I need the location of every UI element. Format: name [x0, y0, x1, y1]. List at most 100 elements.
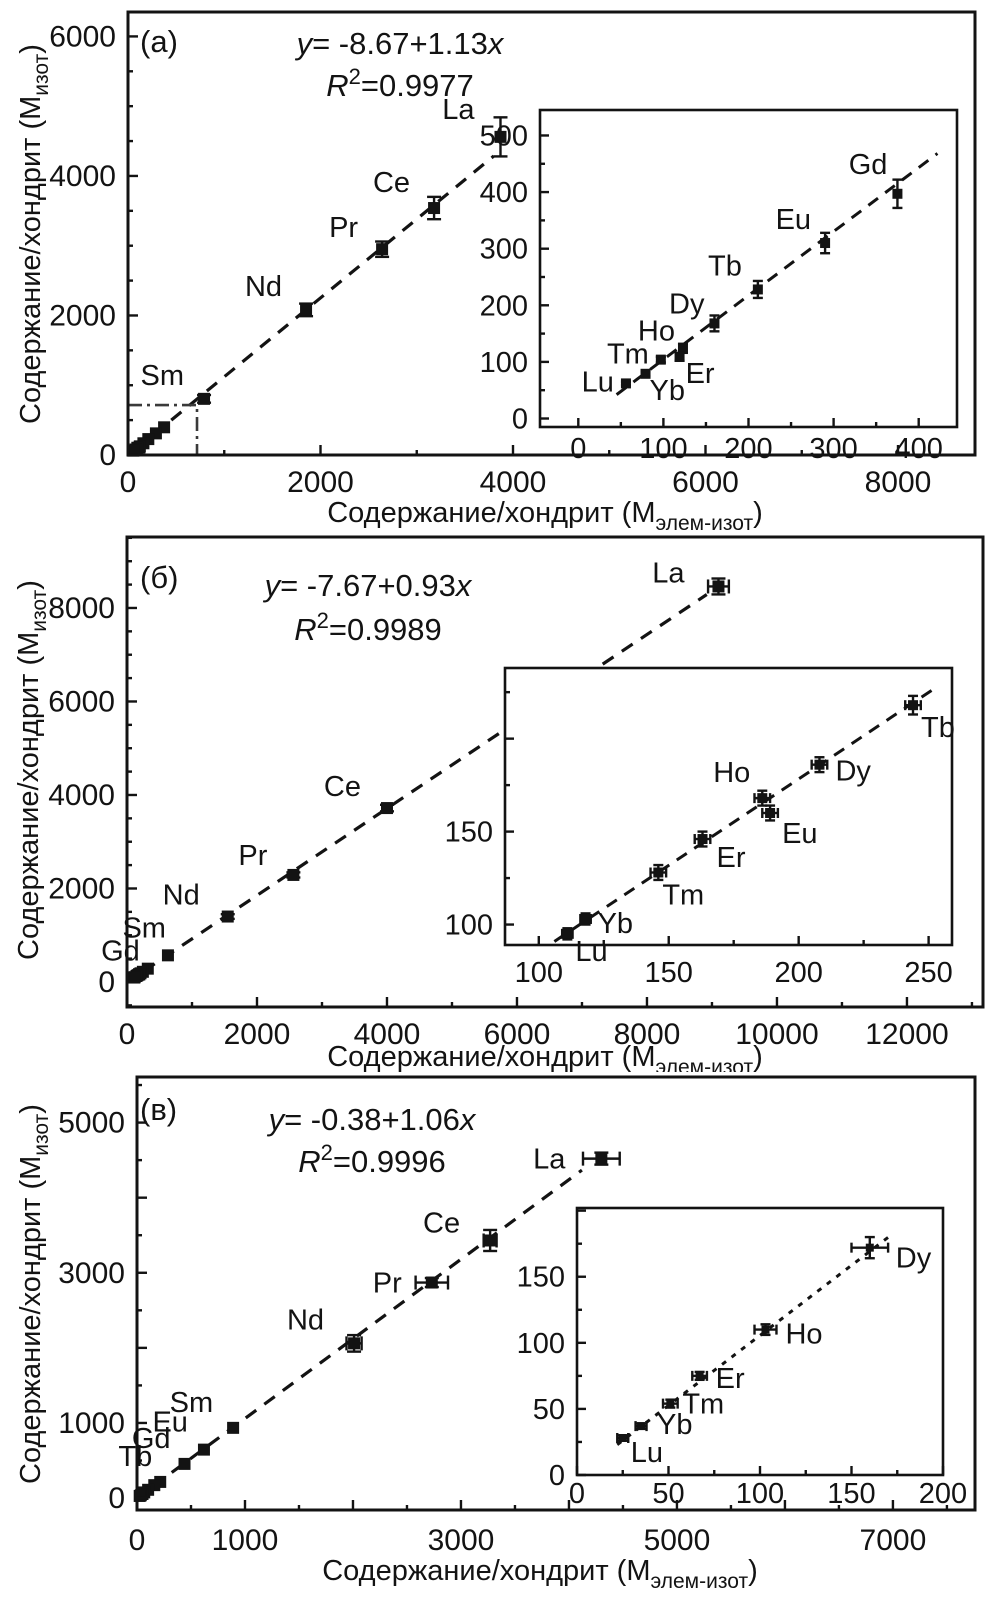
inset-point-Ho: Ho: [638, 315, 688, 355]
point-label-Ho: Ho: [785, 1319, 822, 1351]
data-point-Sm: Sm: [141, 360, 212, 405]
point-label-Tb: Tb: [708, 250, 742, 282]
square-marker: [640, 368, 651, 379]
inset-source-region: [126, 403, 199, 457]
x-tick-label: 100: [736, 1478, 784, 1510]
data-point-Ce: Ce: [324, 771, 394, 815]
data-point-Nd: Nd: [245, 271, 314, 318]
data-point-Ce: Ce: [373, 167, 442, 221]
inset-point-Er: Er: [693, 830, 746, 874]
fit-equation: y= -7.67+0.93x: [263, 568, 473, 603]
x-tick-label: 200: [774, 957, 822, 989]
y-tick-label: 6000: [48, 685, 115, 718]
square-marker: [348, 1337, 361, 1350]
fit-equation: y= -8.67+1.13x: [295, 26, 505, 61]
point-label-Ce: Ce: [373, 167, 410, 199]
data-point-Pr: Pr: [238, 840, 301, 881]
x-axis-title: Содержание/хондрит (Мэлем-изот): [327, 1041, 763, 1072]
inset-point-Dy: Dy: [850, 1235, 932, 1275]
x-tick-label: 8000: [614, 1018, 681, 1051]
inset-point-Lu: Lu: [582, 366, 631, 398]
point-label-Er: Er: [716, 1363, 745, 1395]
square-marker: [674, 351, 685, 362]
inset-background: [575, 1206, 945, 1477]
point-label-Eu: Eu: [776, 204, 811, 236]
square-marker: [637, 1422, 646, 1431]
x-tick-label: 0: [119, 1018, 136, 1051]
square-marker: [653, 867, 664, 878]
square-marker: [761, 1325, 770, 1334]
point-label-Sm: Sm: [141, 360, 185, 392]
inset-fit-line: [616, 1236, 890, 1446]
point-label-Sm: Sm: [122, 912, 166, 944]
square-marker: [697, 834, 708, 845]
inset-point-Yb: Yb: [640, 368, 685, 407]
square-marker: [133, 1489, 146, 1502]
data-point-Sm: Sm: [122, 912, 174, 962]
square-marker: [221, 910, 234, 923]
y-tick-label: 2000: [49, 299, 116, 332]
plot-frame: [135, 1075, 977, 1512]
r-squared: R2=0.9996: [298, 1140, 446, 1179]
y-tick-label: 50: [533, 1394, 565, 1426]
point-label-Yb: Yb: [598, 908, 633, 940]
square-marker: [178, 1457, 191, 1470]
panel-a-regression-chart: La Ce Pr Nd Sm 0 2000 4000 6000 8000 0 2000 4000 6000…: [0, 0, 1004, 530]
square-marker: [376, 243, 389, 256]
data-point-Nd: Nd: [287, 1304, 363, 1353]
point-label-Nd: Nd: [245, 271, 282, 303]
data-point-Nd: Nd: [163, 880, 235, 923]
square-marker: [820, 238, 831, 249]
data-point-Ce: Ce: [423, 1207, 498, 1253]
inset-point-Tm: Tm: [607, 339, 666, 371]
point-label-Lu: Lu: [575, 936, 607, 968]
fit-line: [152, 1168, 583, 1488]
point-label-Tm: Tm: [607, 339, 649, 371]
y-tick-label: 100: [517, 1328, 565, 1360]
x-tick-label: 12000: [865, 1018, 948, 1051]
point-label-Ce: Ce: [423, 1207, 460, 1239]
panel-b-regression-chart: La Ce Pr Nd Sm Gd 0 2000 4000 6000 8000 10000 12000 0…: [0, 530, 1004, 1072]
point-label-Sm: Sm: [170, 1387, 214, 1419]
y-tick-label: 0: [98, 966, 115, 999]
fit-equation: y= -0.38+1.06x: [267, 1102, 477, 1137]
x-tick-label: 4000: [480, 466, 547, 499]
y-tick-label: 100: [480, 347, 528, 379]
point-label-Ho: Ho: [713, 757, 750, 789]
point-label-Yb: Yb: [650, 375, 685, 407]
x-tick-label: 2000: [287, 466, 354, 499]
x-tick-label: 50: [652, 1478, 684, 1510]
point-label-Pr: Pr: [329, 212, 358, 244]
inset-point-Lu: Lu: [616, 1432, 663, 1469]
x-tick-label: 6000: [484, 1018, 551, 1051]
y-axis-title: Содержание/хондрит (Мизот): [13, 580, 51, 960]
plot-frame: [126, 10, 977, 457]
point-label-Lu: Lu: [631, 1437, 663, 1469]
point-label-Lu: Lu: [582, 366, 614, 398]
y-tick-label: 100: [445, 910, 493, 942]
inset-point-Eu: Eu: [776, 204, 831, 255]
inset-fit-line: [615, 152, 939, 396]
square-marker: [757, 793, 768, 804]
y-tick-label: 6000: [49, 20, 116, 53]
x-tick-label: 1000: [212, 1524, 279, 1557]
square-marker: [198, 392, 211, 405]
point-label-Gd: Gd: [849, 149, 888, 181]
data-point-Pr: Pr: [329, 212, 390, 259]
square-marker: [580, 913, 591, 924]
inset-point-Er: Er: [674, 351, 715, 390]
square-marker: [677, 343, 688, 354]
square-marker: [287, 868, 300, 881]
square-marker: [620, 378, 631, 389]
x-tick-label: 100: [639, 433, 687, 465]
x-tick-label: 7000: [860, 1524, 927, 1557]
fit-line: [143, 593, 708, 973]
y-tick-label: 4000: [48, 779, 115, 812]
point-label-Er: Er: [686, 358, 715, 390]
y-tick-label: 5000: [58, 1107, 125, 1140]
square-marker: [865, 1243, 874, 1252]
point-label-Er: Er: [717, 842, 746, 874]
